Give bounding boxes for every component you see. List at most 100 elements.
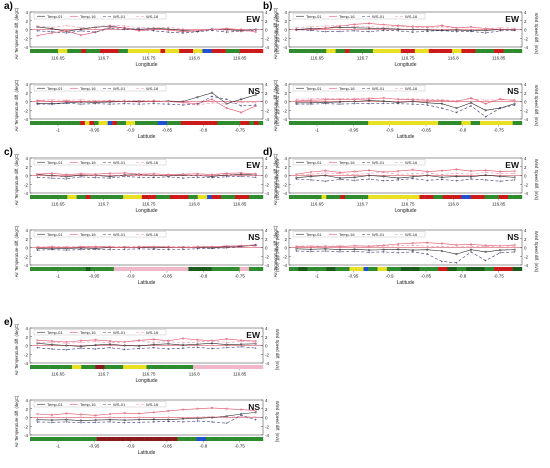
strip-cell (307, 195, 313, 199)
y-tick-label-left: 2 (284, 165, 287, 170)
strip-cell (144, 437, 150, 441)
strip-cell (116, 121, 122, 125)
series-point (240, 408, 243, 411)
strip-cell (503, 49, 509, 53)
y-tick-label-right: 2 (524, 165, 527, 170)
series-point (211, 415, 214, 418)
series-point (338, 24, 341, 27)
series-point (181, 104, 184, 106)
legend-label: WS-01 (113, 86, 126, 91)
series-point (138, 173, 141, 176)
strip-cell (368, 121, 374, 125)
chart-panel-3: 4 4 2 2 0 0 -2 -2 -4 -4 Air Temperature diff. (deg… (273, 79, 539, 140)
series-point (367, 174, 371, 177)
strip-cell (405, 195, 411, 199)
strip-cell (321, 121, 327, 125)
series-point (240, 98, 243, 101)
strip-cell (424, 121, 429, 125)
y-axis-label-left: Air Temperature diff. (degC) (273, 79, 278, 131)
strip-cell (95, 365, 101, 369)
series-point (353, 179, 356, 182)
strip-cell (340, 121, 346, 125)
strip-cell (419, 195, 425, 199)
strip-cell (39, 121, 44, 125)
strip-cell (160, 49, 166, 53)
y-tick-label-right: 2 (524, 19, 527, 24)
x-tick-label: 116.65 (51, 372, 65, 377)
series-point (211, 95, 214, 98)
strip-cell (253, 121, 259, 125)
strip-cell (400, 195, 406, 199)
series-point (499, 175, 502, 178)
strip-cell (183, 365, 189, 369)
legend-box (292, 231, 426, 238)
strip-cell (484, 49, 490, 53)
series-point (109, 248, 112, 251)
series-point (225, 407, 228, 410)
panel-title: NS (248, 232, 260, 242)
strip-cell (193, 365, 198, 369)
legend-label: WS-16 (405, 232, 418, 237)
x-axis-label: Longitude (136, 62, 158, 68)
strip-cell (466, 267, 471, 271)
series-point (397, 97, 400, 100)
strip-cell (81, 365, 87, 369)
strip-cell (43, 365, 49, 369)
legend-label: WS-16 (146, 160, 159, 165)
series-point (210, 342, 214, 345)
strip-cell (151, 365, 157, 369)
strip-cell (57, 121, 63, 125)
x-tick-label: 116.75 (401, 56, 415, 61)
series-line-3 (37, 340, 256, 344)
strip-cell (81, 195, 87, 199)
series-point (309, 25, 312, 28)
strip-cell (81, 49, 87, 53)
x-tick-label: 116.7 (98, 56, 109, 61)
series-point (397, 251, 400, 254)
series-point (353, 23, 356, 26)
strip-cell (400, 121, 406, 125)
strip-cell (146, 195, 152, 199)
series-point (397, 244, 400, 247)
strip-cell (368, 195, 374, 199)
series-point (426, 241, 429, 244)
strip-cell (244, 267, 250, 271)
strip-cell (433, 267, 439, 271)
series-point (368, 251, 371, 254)
strip-cell (76, 195, 82, 199)
panel-title: EW (246, 160, 261, 170)
series-point (470, 250, 473, 253)
series-point (65, 249, 68, 252)
strip-cell (494, 49, 499, 53)
strip-cell (217, 121, 223, 125)
series-point (295, 98, 298, 101)
strip-cell (377, 195, 383, 199)
strip-cell (189, 121, 195, 125)
panel-title: EW (246, 14, 261, 24)
strip-cell (484, 121, 490, 125)
y-tick-label-left: 4 (284, 156, 287, 161)
strip-cell (508, 267, 513, 271)
strip-cell (141, 49, 147, 53)
series-point (499, 26, 502, 29)
series-point (368, 102, 371, 105)
y-axis-label-left: Air Temperature diff. (degC) (273, 225, 278, 277)
strip-cell (202, 267, 208, 271)
strip-cell (298, 267, 304, 271)
strip-cell (216, 49, 222, 53)
series-point (324, 25, 327, 27)
y-tick-label-right: 0 (524, 100, 527, 105)
series-point (382, 99, 385, 103)
strip-cell (517, 121, 523, 125)
series-line-3 (296, 25, 515, 29)
series-point (309, 248, 312, 251)
series-point (79, 29, 82, 32)
strip-cell (239, 365, 245, 369)
series-point (225, 173, 228, 176)
series-point (338, 97, 341, 100)
series-point (152, 416, 155, 419)
series-line-2 (37, 95, 256, 107)
series-point (138, 29, 141, 32)
series-point (382, 248, 385, 251)
x-tick-label: -0.75 (494, 274, 505, 279)
